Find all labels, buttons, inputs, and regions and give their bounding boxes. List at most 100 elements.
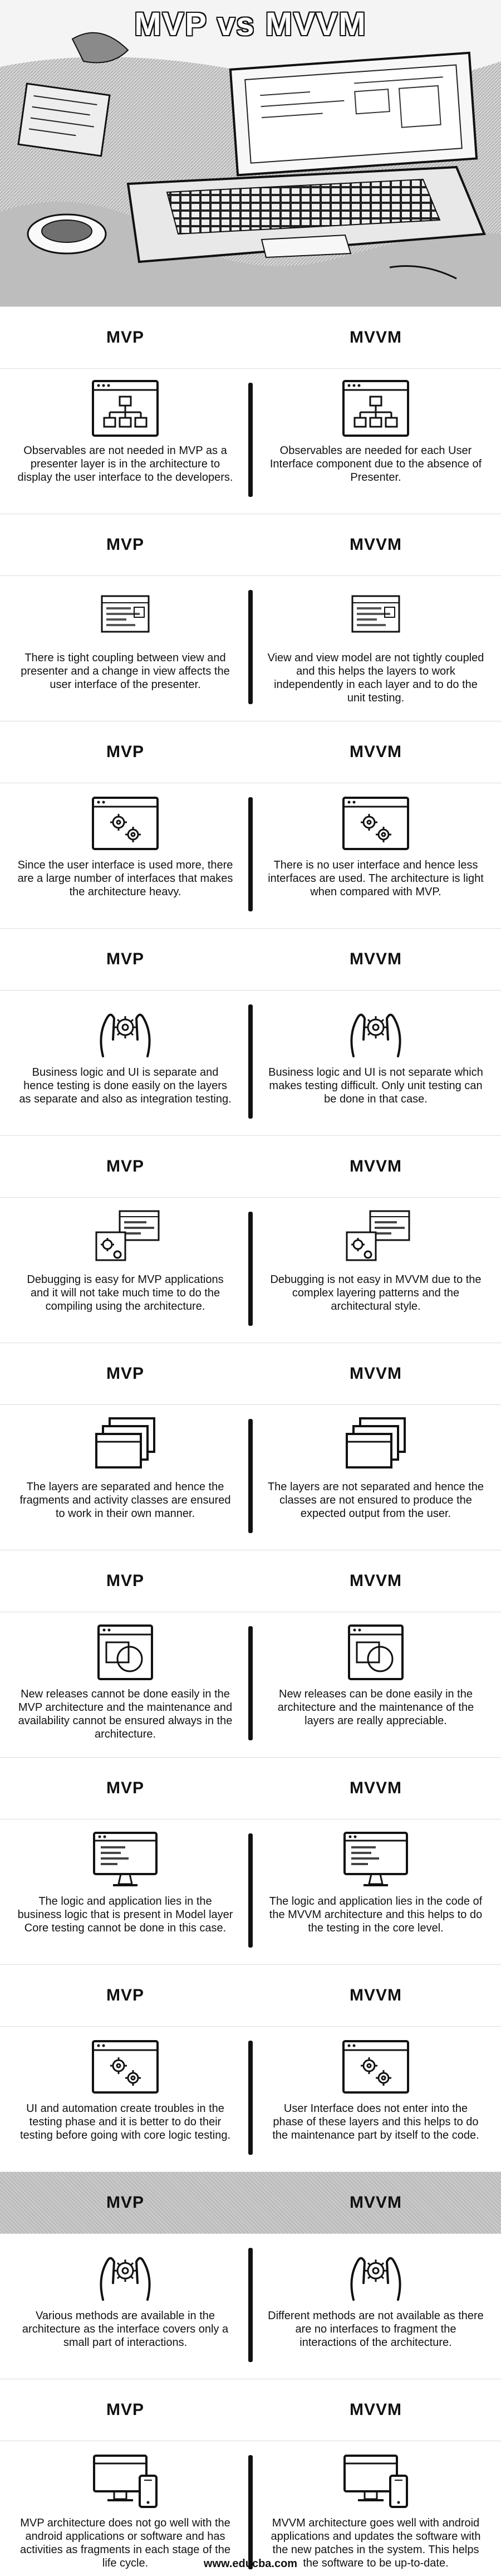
mvvm-label: MVVM — [350, 1364, 402, 1383]
page-title: MVP vs MVVM — [134, 6, 367, 42]
column-divider — [248, 1626, 253, 1740]
mvp-label: MVP — [106, 1157, 144, 1175]
mvvm-column: Observables are needed for each User Int… — [259, 369, 493, 511]
window-hierarchy-icon — [86, 379, 164, 439]
mvvm-column: View and view model are not tightly coup… — [259, 576, 493, 718]
column-divider — [248, 1004, 253, 1119]
debug-gears-icon — [86, 1208, 164, 1268]
mvvm-description: User Interface does not enter into the p… — [272, 2102, 479, 2141]
mvp-label: MVP — [106, 743, 144, 761]
mvp-column: There is tight coupling between view and… — [8, 576, 242, 718]
mvvm-column: MVVM architecture goes well with android… — [259, 2441, 493, 2576]
comparison-section-3: MVP MVVM Since the user interface is use… — [0, 721, 501, 925]
mvp-description: The logic and application lies in the bu… — [17, 1895, 233, 1934]
comparison-section-9: MVP MVVM UI and automation create troubl… — [0, 1964, 501, 2169]
mvp-description: New releases cannot be done easily in th… — [18, 1688, 233, 1740]
hero-banner: MVP vs MVVM — [0, 0, 501, 308]
section-body: The layers are separated and hence the f… — [0, 1405, 501, 1547]
mvp-description: MVP architecture does not go well with t… — [20, 2517, 230, 2569]
column-divider — [248, 383, 253, 497]
monitor-chart-icon — [337, 1829, 415, 1890]
section-header: MVP MVVM — [0, 2172, 501, 2234]
section-header: MVP MVVM — [0, 306, 501, 369]
mvvm-label: MVVM — [350, 743, 402, 761]
section-header: MVP MVVM — [0, 1135, 501, 1198]
mvvm-description: The layers are not separated and hence t… — [267, 1481, 484, 1520]
comparison-section-1: MVP MVVM Observables are not needed in M… — [0, 306, 501, 511]
mvvm-label: MVVM — [350, 1986, 402, 2004]
comparison-section-6: MVP MVVM The layers are separated and he… — [0, 1343, 501, 1547]
mvvm-label: MVVM — [350, 2401, 402, 2419]
mvp-column: Since the user interface is used more, t… — [8, 783, 242, 925]
mvvm-column: There is no user interface and hence les… — [259, 783, 493, 925]
mvp-column: Various methods are available in the arc… — [8, 2234, 242, 2376]
laptop-desk-illustration — [0, 0, 501, 306]
mvp-column: UI and automation create troubles in the… — [8, 2027, 242, 2169]
section-body: Various methods are available in the arc… — [0, 2234, 501, 2376]
mvp-description: Debugging is easy for MVP applications a… — [27, 1274, 224, 1313]
column-divider — [248, 590, 253, 704]
mvp-description: Observables are not needed in MVP as a p… — [17, 445, 233, 484]
mvvm-description: Different methods are not available as t… — [268, 2310, 484, 2349]
mvvm-description: There is no user interface and hence les… — [268, 859, 484, 898]
comparison-section-5: MVP MVVM Debugging is easy for MVP appli… — [0, 1135, 501, 1340]
devices-icon — [337, 2451, 415, 2511]
devices-icon — [86, 2451, 164, 2511]
mvvm-column: The logic and application lies in the co… — [259, 1819, 493, 1962]
mvp-description: Various methods are available in the arc… — [22, 2310, 229, 2349]
section-body: MVP architecture does not go well with t… — [0, 2441, 501, 2576]
column-divider — [248, 1833, 253, 1948]
section-body: Business logic and UI is separate and he… — [0, 991, 501, 1133]
mvvm-description: View and view model are not tightly coup… — [267, 652, 484, 704]
browser-window-icon — [86, 586, 164, 646]
mvvm-column: User Interface does not enter into the p… — [259, 2027, 493, 2169]
column-divider — [248, 2248, 253, 2362]
column-divider — [248, 1212, 253, 1326]
stacked-layers-icon — [86, 1415, 164, 1475]
column-divider — [248, 2455, 253, 2569]
section-header: MVP MVVM — [0, 1964, 501, 2027]
mvp-column: New releases cannot be done easily in th… — [8, 1612, 242, 1754]
section-header: MVP MVVM — [0, 1343, 501, 1405]
comparison-section-11: MVP MVVM MVP architecture does not go we… — [0, 2379, 501, 2576]
gears-window-icon — [337, 2037, 415, 2097]
mvp-description: Since the user interface is used more, t… — [17, 859, 233, 898]
stacked-layers-icon — [337, 1415, 415, 1475]
hands-gear-icon — [86, 1001, 164, 1061]
monitor-chart-icon — [86, 1829, 164, 1890]
hands-gear-icon — [337, 2244, 415, 2304]
mvp-column: MVP architecture does not go well with t… — [8, 2441, 242, 2576]
mvp-label: MVP — [106, 1572, 144, 1590]
hands-gear-icon — [337, 1001, 415, 1061]
mvp-column: The layers are separated and hence the f… — [8, 1405, 242, 1547]
footer-url: www.educba.com — [203, 2558, 298, 2570]
mvp-label: MVP — [106, 1779, 144, 1797]
mvvm-column: The layers are not separated and hence t… — [259, 1405, 493, 1547]
mvvm-column: Debugging is not easy in MVVM due to the… — [259, 1198, 493, 1340]
mvp-description: Business logic and UI is separate and he… — [19, 1066, 232, 1105]
mvvm-description: Observables are needed for each User Int… — [269, 445, 482, 484]
mvp-description: UI and automation create troubles in the… — [20, 2102, 230, 2141]
window-shapes-icon — [337, 1622, 415, 1682]
section-body: Since the user interface is used more, t… — [0, 783, 501, 925]
comparison-section-4: MVP MVVM Business logic and UI is separa… — [0, 928, 501, 1133]
mvvm-description: Business logic and UI is not separate wh… — [268, 1066, 483, 1105]
gears-window-icon — [86, 793, 164, 853]
section-header: MVP MVVM — [0, 514, 501, 576]
comparison-section-10: MVP MVVM Various methods are available i… — [0, 2172, 501, 2376]
mvvm-description: Debugging is not easy in MVVM due to the… — [270, 1274, 482, 1313]
window-shapes-icon — [86, 1622, 164, 1682]
column-divider — [248, 2041, 253, 2155]
mvp-column: Debugging is easy for MVP applications a… — [8, 1198, 242, 1340]
mvvm-description: The logic and application lies in the co… — [269, 1895, 483, 1934]
section-body: Observables are not needed in MVP as a p… — [0, 369, 501, 511]
debug-gears-icon — [337, 1208, 415, 1268]
column-divider — [248, 797, 253, 911]
mvp-column: Business logic and UI is separate and he… — [8, 991, 242, 1133]
window-hierarchy-icon — [337, 379, 415, 439]
mvvm-label: MVVM — [350, 535, 402, 554]
mvvm-label: MVVM — [350, 1572, 402, 1590]
section-header: MVP MVVM — [0, 2379, 501, 2441]
section-body: The logic and application lies in the bu… — [0, 1819, 501, 1962]
section-body: New releases cannot be done easily in th… — [0, 1612, 501, 1754]
